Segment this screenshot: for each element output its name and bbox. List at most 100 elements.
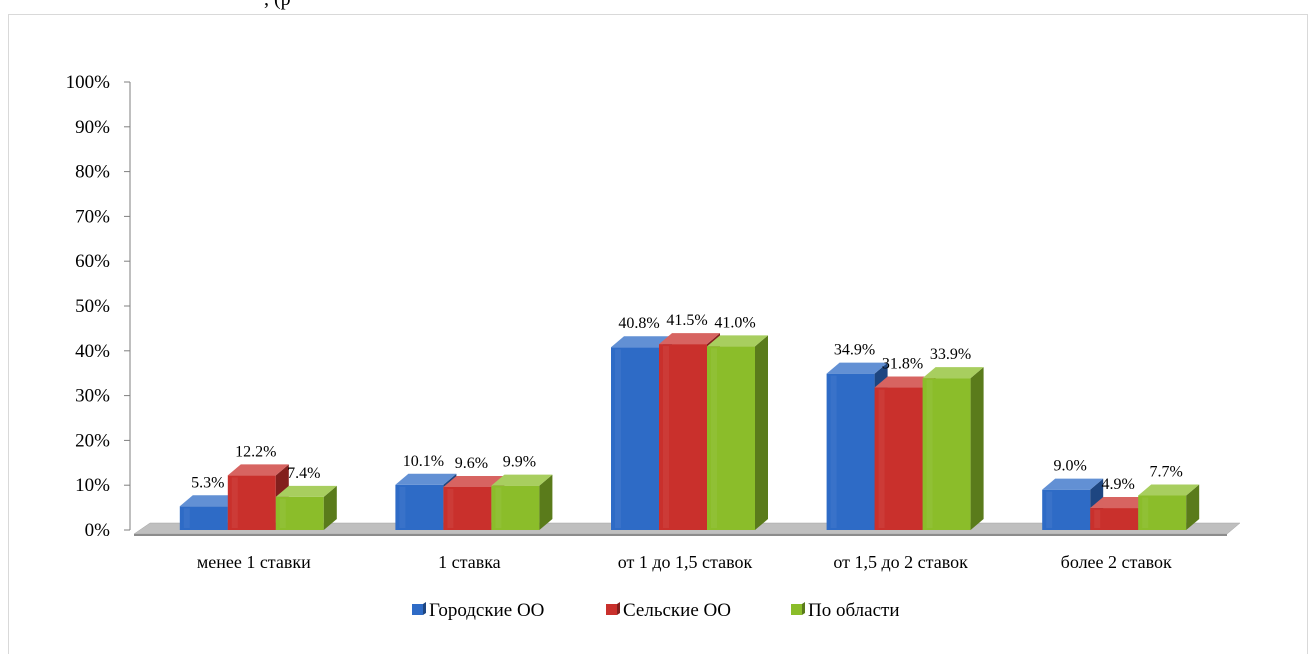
bar-front <box>922 378 971 530</box>
legend: Городские ОО Сельские ОО По области <box>412 600 899 621</box>
category-axis-labels: менее 1 ставки 1 ставка от 1 до 1,5 ставок… <box>197 552 1172 572</box>
bar-front <box>1042 489 1091 530</box>
data-label: 41.0% <box>714 314 755 331</box>
bar-top <box>1090 497 1152 509</box>
bar-highlight <box>1046 491 1053 528</box>
bar-top <box>874 376 936 388</box>
bar-highlight <box>1142 497 1149 528</box>
y-tick-label: 100% <box>66 72 111 93</box>
y-tick-label: 10% <box>75 475 110 496</box>
bar-layer <box>179 333 1200 530</box>
data-label: 12.2% <box>235 443 276 460</box>
data-label: 7.4% <box>287 465 320 482</box>
legend-label: Сельские ОО <box>623 600 731 621</box>
y-tick-label: 0% <box>85 520 111 541</box>
bar-front <box>826 373 875 530</box>
y-tick-label: 30% <box>75 386 110 407</box>
category-label: менее 1 ставки <box>197 552 311 572</box>
legend-item-3: По области <box>791 600 899 621</box>
bar-front <box>1138 495 1187 530</box>
legend-swatch-side <box>802 602 805 615</box>
bar-4-3 <box>922 367 984 530</box>
legend-item-1: Городские ОО <box>412 600 544 621</box>
data-label: 33.9% <box>930 346 971 363</box>
bar-2-3 <box>491 474 553 530</box>
legend-swatch <box>791 604 802 615</box>
bar-highlight <box>711 348 717 528</box>
data-label: 9.9% <box>503 454 536 471</box>
category-label: от 1,5 до 2 ставок <box>833 552 968 572</box>
bar-top <box>227 464 289 476</box>
bar-top <box>275 485 337 497</box>
legend-swatch-side <box>423 602 426 615</box>
y-tick-label: 20% <box>75 430 110 451</box>
legend-label: Городские ОО <box>429 600 544 621</box>
category-label: 1 ставка <box>438 552 501 572</box>
legend-label: По области <box>808 600 899 621</box>
y-tick-label: 80% <box>75 162 110 183</box>
bar-top <box>443 475 505 487</box>
bar-top <box>491 474 553 486</box>
bar-highlight <box>830 375 837 528</box>
bar-side <box>755 335 768 530</box>
legend-swatch <box>412 604 423 615</box>
data-label: 4.9% <box>1102 476 1135 493</box>
y-tick-label: 70% <box>75 206 110 227</box>
data-label: 9.6% <box>455 455 488 472</box>
category-label: более 2 ставок <box>1061 552 1172 572</box>
bar-3-3 <box>707 335 768 530</box>
bar-front <box>1090 508 1139 530</box>
chart-frame <box>8 14 1308 654</box>
bar-top <box>922 367 984 379</box>
y-tick-label: 90% <box>75 117 110 138</box>
data-label: 40.8% <box>618 315 659 332</box>
y-tick-label: 50% <box>75 296 110 317</box>
data-label: 9.0% <box>1054 458 1087 475</box>
bar-top <box>395 473 457 485</box>
y-tick-label: 60% <box>75 251 110 272</box>
bar-front <box>179 506 228 530</box>
bar-side <box>539 474 553 530</box>
top-text-fragment: , (р <box>264 0 291 11</box>
bar-top <box>611 336 672 348</box>
bar-highlight <box>447 488 454 528</box>
bar-side <box>970 367 984 530</box>
data-label: 10.1% <box>403 453 444 470</box>
bar-highlight <box>183 508 190 528</box>
bar-highlight <box>279 498 286 528</box>
bar-front <box>395 484 444 530</box>
bar-front <box>874 387 923 530</box>
bar-side <box>323 485 337 530</box>
bar-highlight <box>878 389 885 528</box>
bar-highlight <box>615 349 621 528</box>
bar-front <box>707 346 755 530</box>
bar-top <box>707 335 768 347</box>
bar-top <box>1042 478 1104 490</box>
bar-front <box>659 344 707 530</box>
bar-front <box>611 347 659 530</box>
bar-top <box>659 333 720 345</box>
bar-front <box>491 485 540 530</box>
bar-front <box>227 475 276 530</box>
legend-swatch-side <box>617 602 620 615</box>
data-label: 5.3% <box>191 474 224 491</box>
bar-front <box>275 496 324 530</box>
floor-edge <box>134 534 1227 536</box>
bar-highlight <box>399 486 406 528</box>
legend-swatch <box>606 604 617 615</box>
data-label: 7.7% <box>1150 464 1183 481</box>
bar-side <box>1186 484 1200 530</box>
bar-1-3 <box>275 485 337 530</box>
legend-item-2: Сельские ОО <box>606 600 731 621</box>
bar-front <box>443 486 492 530</box>
bar-5-3 <box>1138 484 1200 530</box>
bar-highlight <box>231 477 238 528</box>
data-label-layer: 5.3% 12.2% 7.4% 10.1% 9.6% 9.9% 40.8% 41.5% 41.0… <box>191 312 1183 493</box>
bar-highlight <box>663 346 669 528</box>
bar-highlight <box>495 487 502 528</box>
data-label: 41.5% <box>666 312 707 329</box>
data-label: 34.9% <box>834 342 875 359</box>
data-label: 31.8% <box>882 356 923 373</box>
bar-highlight <box>926 380 933 528</box>
